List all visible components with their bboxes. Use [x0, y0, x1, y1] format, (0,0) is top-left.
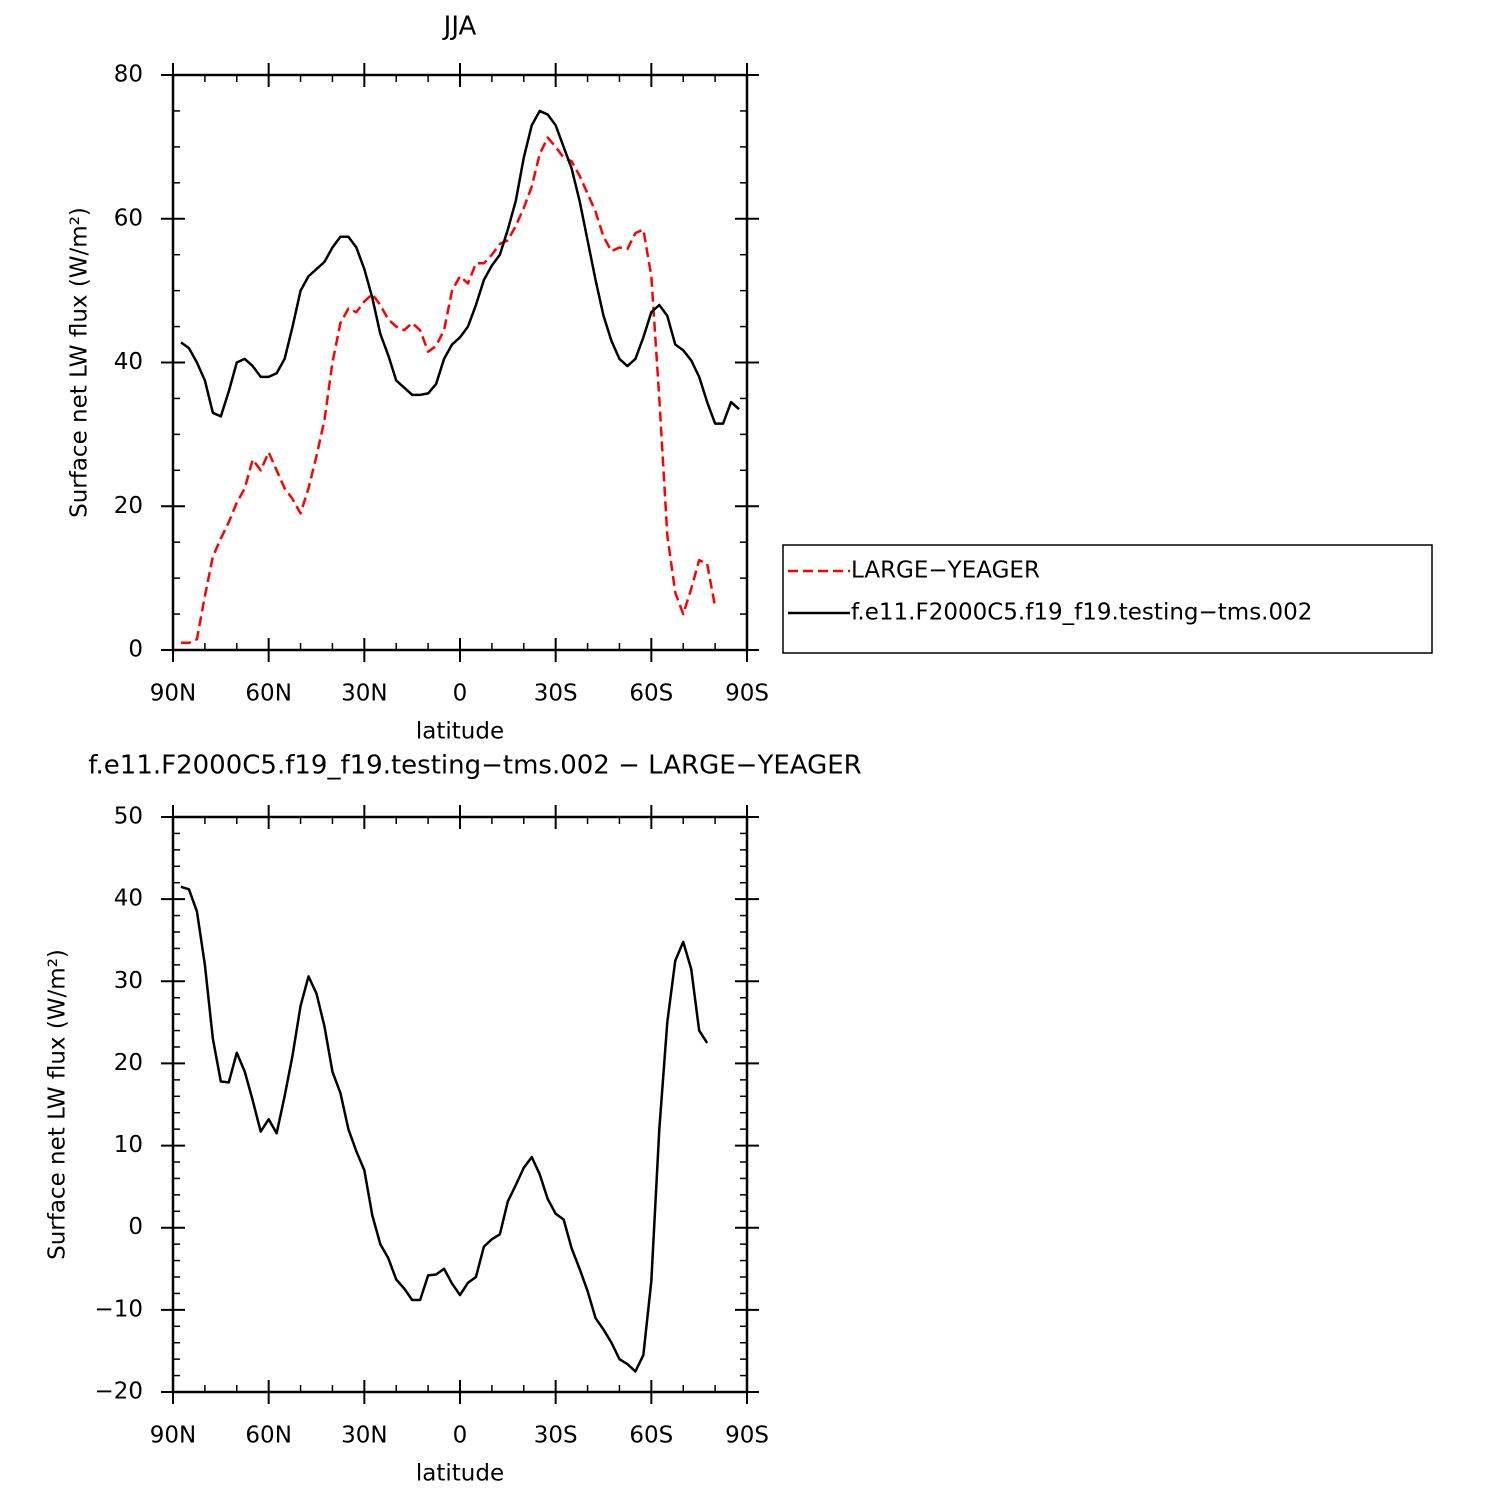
y-tick-label: −10: [94, 1296, 143, 1322]
y-tick-label: 0: [128, 1214, 143, 1240]
x-tick-label: 60S: [629, 1423, 673, 1449]
x-tick-label: 90S: [725, 681, 769, 707]
x-tick-label: 0: [453, 681, 468, 707]
plot-frame: [171, 73, 749, 652]
y-tick-label: 0: [128, 637, 143, 663]
x-tick-label: 30N: [341, 681, 387, 707]
x-tick-label: 90N: [150, 1423, 196, 1449]
legend-label: LARGE−YEAGER: [851, 558, 1040, 584]
data-line: [180, 885, 709, 1373]
chart-title: f.e11.F2000C5.f19_f19.testing−tms.002 − …: [88, 751, 861, 781]
x-tick-label: 90S: [725, 1423, 769, 1449]
chart-title: JJA: [442, 12, 477, 42]
x-axis-label: latitude: [416, 719, 504, 745]
x-tick-label: 30S: [534, 681, 578, 707]
x-tick-label: 90N: [150, 681, 196, 707]
y-tick-label: 40: [114, 349, 143, 375]
y-axis-label: Surface net LW flux (W/m²): [45, 949, 71, 1260]
y-tick-label: 10: [114, 1132, 143, 1158]
y-tick-label: 30: [114, 968, 143, 994]
x-tick-label: 0: [453, 1423, 468, 1449]
y-tick-label: 20: [114, 493, 143, 519]
y-tick-label: −20: [94, 1379, 143, 1405]
x-axis-label: latitude: [416, 1461, 504, 1487]
y-tick-label: 50: [114, 804, 143, 830]
legend-label: f.e11.F2000C5.f19_f19.testing−tms.002: [851, 600, 1312, 626]
x-tick-label: 60S: [629, 681, 673, 707]
x-tick-label: 30S: [534, 1423, 578, 1449]
y-axis-label: Surface net LW flux (W/m²): [67, 207, 93, 518]
x-tick-label: 30N: [341, 1423, 387, 1449]
data-line: [180, 136, 717, 645]
y-tick-label: 20: [114, 1050, 143, 1076]
legend-box: [782, 544, 1433, 654]
y-tick-label: 40: [114, 886, 143, 912]
y-tick-label: 80: [114, 62, 143, 88]
y-tick-label: 60: [114, 205, 143, 231]
data-line: [180, 109, 740, 425]
x-tick-label: 60N: [245, 681, 291, 707]
x-tick-label: 60N: [245, 1423, 291, 1449]
